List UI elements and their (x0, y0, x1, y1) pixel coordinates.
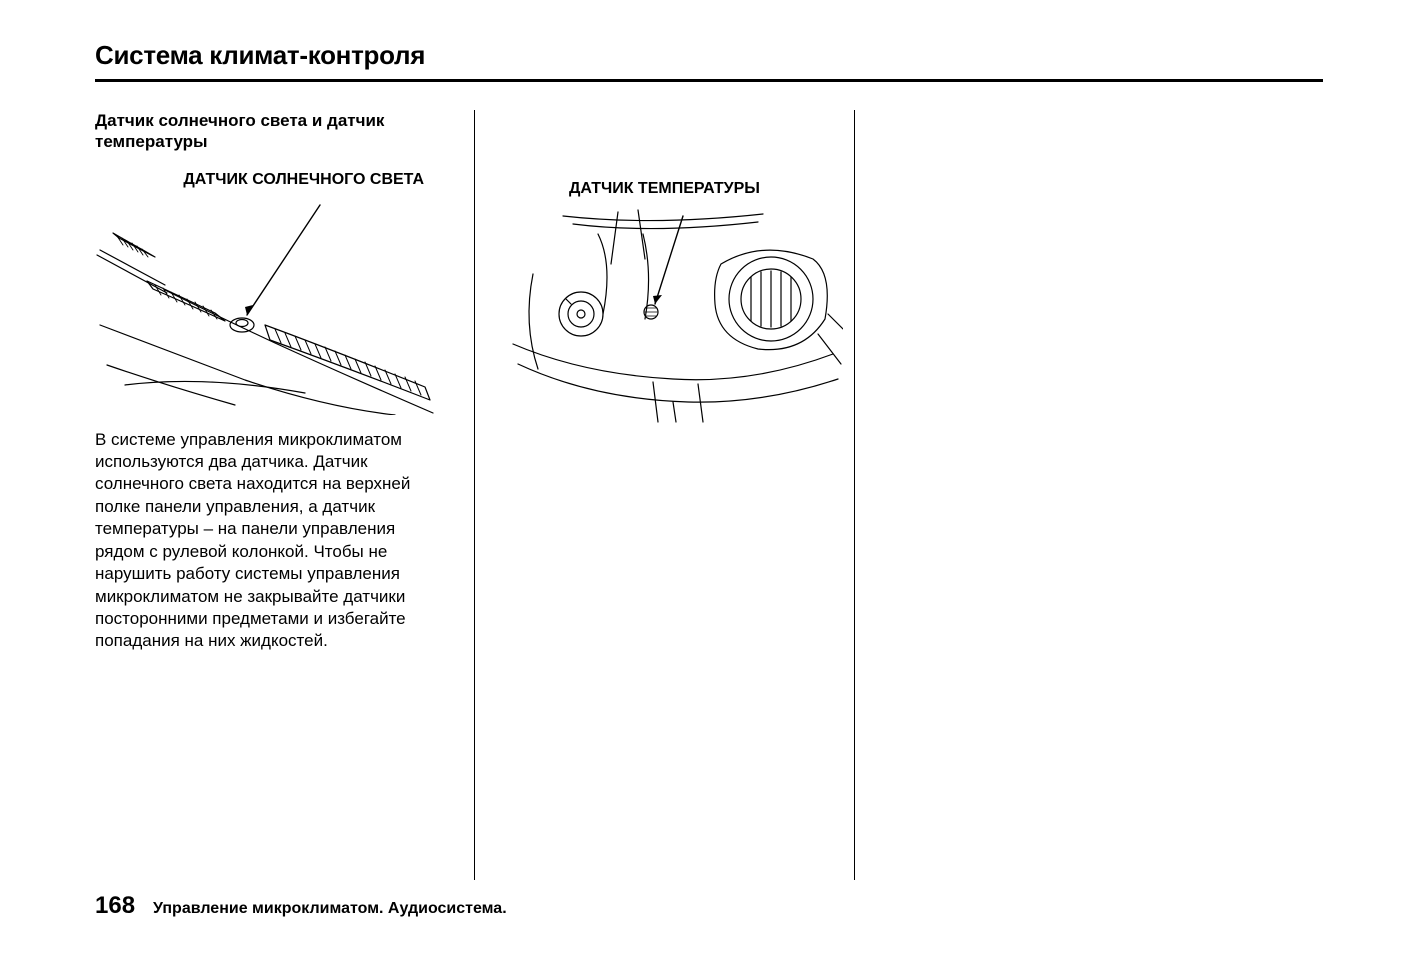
column-1: Датчик солнечного света и датчик темпера… (95, 110, 475, 880)
temperature-sensor-illustration (503, 204, 843, 424)
footer-section-title: Управление микроклиматом. Аудиосистема. (153, 900, 507, 918)
page-title: Система климат-контроля (95, 40, 1323, 82)
temperature-sensor-caption: ДАТЧИК ТЕМПЕРАТУРЫ (503, 180, 826, 198)
temperature-sensor-figure (503, 204, 843, 424)
spacer (503, 110, 826, 180)
column-2: ДАТЧИК ТЕМПЕРАТУРЫ (475, 110, 855, 880)
page-number: 168 (95, 892, 135, 920)
column-3 (855, 110, 1235, 880)
page-footer: 168 Управление микроклиматом. Аудиосисте… (95, 892, 507, 920)
column-container: Датчик солнечного света и датчик темпера… (95, 110, 1323, 880)
sensor-subheading: Датчик солнечного света и датчик темпера… (95, 110, 446, 153)
sunlight-sensor-illustration (95, 195, 435, 415)
sensor-description: В системе управления микроклиматом испол… (95, 429, 446, 653)
sunlight-sensor-caption: ДАТЧИК СОЛНЕЧНОГО СВЕТА (95, 171, 446, 189)
sunlight-sensor-figure (95, 195, 435, 415)
manual-page: Система климат-контроля Датчик солнечног… (0, 0, 1418, 954)
